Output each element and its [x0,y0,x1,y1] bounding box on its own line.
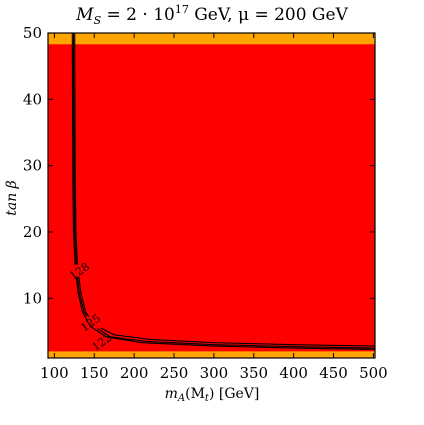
xlabel-m: m [165,386,178,402]
plot-area [48,33,375,358]
xlabel-rest: (M [185,386,205,402]
x-tick-label: 250 [160,364,189,382]
y-tick-label: 10 [23,289,42,307]
plot-frame [47,32,376,359]
y-tick-label: 20 [23,223,42,241]
x-tick-label: 500 [359,364,388,382]
contour-label-bg-122 [92,335,113,348]
x-tick-label: 450 [319,364,348,382]
xlabel-end: ) [GeV] [209,386,259,402]
y-axis-label: tan β [4,180,20,216]
title-sub: S [94,14,102,27]
y-tick-label: 50 [23,24,42,42]
title-mid: = 2 · 10 [101,5,175,25]
contour-label-bg-128 [69,264,90,277]
title-sup: 17 [175,3,189,16]
x-tick-label: 400 [279,364,308,382]
xlabel-sub: A [177,393,185,404]
x-axis-label: mA(Mt) [GeV] [165,386,260,404]
y-axis: 10 20 30 40 50 [23,24,375,307]
x-tick-label: 350 [239,364,268,382]
x-tick-label: 300 [200,364,229,382]
contour-line-128 [71,32,376,350]
x-axis: 100 150 200 250 300 350 400 450 500 [40,33,388,382]
title-post: GeV, μ = 200 GeV [189,5,349,25]
y-tick-label: 40 [23,90,42,108]
region-excluded [48,44,375,352]
xlabel-sub2: t [205,393,210,404]
y-tick-label: 30 [23,157,42,175]
title-m: M [75,5,94,25]
x-tick-label: 100 [40,364,69,382]
x-tick-label: 150 [80,364,109,382]
x-tick-label: 200 [120,364,149,382]
chart-title: MS = 2 · 1017 GeV, μ = 200 GeV [75,3,348,27]
